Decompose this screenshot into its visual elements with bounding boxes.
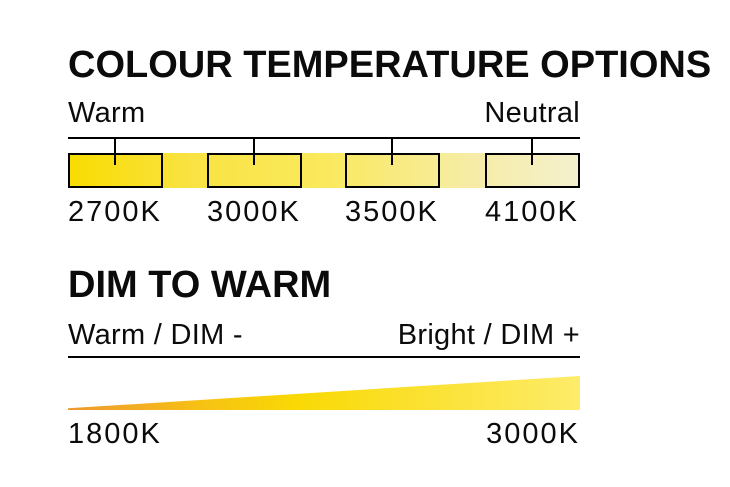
kelvin-label-3000k-dim: 3000K: [486, 418, 580, 450]
kelvin-label-1800k: 1800K: [68, 418, 162, 450]
warm-dim-minus-label: Warm / DIM -: [68, 319, 243, 351]
bright-dim-plus-label: Bright / DIM +: [397, 319, 580, 351]
axis-tick-4100k: [531, 138, 533, 165]
colour-temperature-section-title: COLOUR TEMPERATURE OPTIONS: [68, 44, 712, 86]
dim-gradient-wedge: [68, 376, 580, 410]
kelvin-label-2700k: 2700K: [68, 196, 162, 228]
temperature-gradient-bar: [68, 153, 580, 188]
dim-to-warm-section-title: DIM TO WARM: [68, 264, 332, 306]
axis-tick-3000k: [253, 138, 255, 165]
kelvin-label-4100k: 4100K: [485, 196, 579, 228]
dim-to-warm-scale-labels: Warm / DIM - Bright / DIM +: [68, 321, 580, 350]
kelvin-label-3000k: 3000K: [207, 196, 301, 228]
axis-tick-3500k: [391, 138, 393, 165]
colour-temperature-scale-labels: Warm Neutral: [68, 99, 580, 128]
kelvin-label-3500k: 3500K: [345, 196, 439, 228]
neutral-label: Neutral: [484, 97, 580, 129]
scale-axis-line: [68, 356, 580, 358]
scale-axis-line: [68, 137, 580, 139]
warm-label: Warm: [68, 97, 146, 129]
dim-kelvin-labels-row: 1800K 3000K: [68, 420, 580, 449]
kelvin-labels-row: 2700K 3000K 3500K 4100K: [68, 198, 588, 230]
axis-tick-2700k: [114, 138, 116, 165]
